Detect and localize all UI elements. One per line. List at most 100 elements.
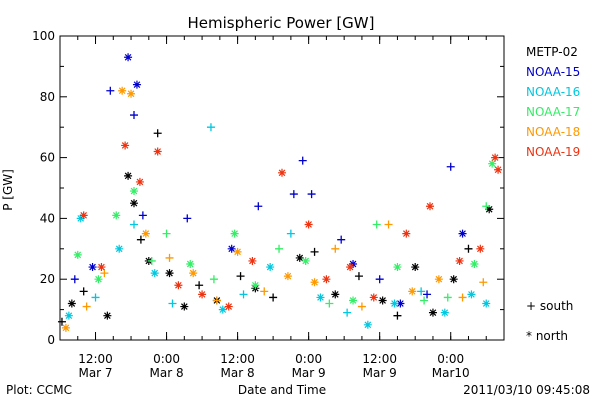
north-marker — [97, 263, 106, 272]
south-marker — [82, 302, 91, 311]
plot-frame — [59, 35, 505, 341]
symbol-legend: + south * north — [526, 299, 573, 343]
chart-title: Hemispheric Power [GW] — [188, 14, 375, 32]
north-marker — [283, 272, 292, 281]
north-marker — [153, 147, 162, 156]
y-tick-label: 20 — [40, 272, 55, 286]
north-marker — [455, 256, 464, 265]
south-marker — [464, 244, 473, 253]
south-marker — [443, 293, 452, 302]
north-marker — [135, 177, 144, 186]
north-marker — [449, 275, 458, 284]
south-marker — [384, 220, 393, 229]
south-marker — [423, 290, 432, 299]
x-tick-label: 0:00 — [437, 352, 464, 366]
south-marker — [269, 293, 278, 302]
north-marker — [408, 287, 417, 296]
north-marker — [103, 311, 112, 320]
north-marker — [121, 141, 130, 150]
south-marker — [91, 293, 100, 302]
north-marker — [127, 89, 136, 98]
north-marker — [470, 260, 479, 268]
south-marker — [343, 308, 352, 317]
south-marker — [168, 299, 177, 308]
south-marker — [420, 296, 429, 305]
north-marker — [316, 293, 325, 302]
x-tick-date-label: Mar 9 — [363, 366, 397, 380]
south-marker — [57, 317, 66, 326]
north-marker — [485, 205, 494, 214]
north-marker — [363, 320, 372, 329]
north-marker — [390, 299, 399, 308]
legend-entry: METP-02 — [526, 45, 578, 59]
north-marker — [130, 199, 138, 208]
south-marker — [106, 86, 115, 95]
south-marker — [212, 296, 221, 305]
north-marker — [440, 308, 449, 317]
north-marker — [174, 281, 183, 290]
plot-timestamp: 2011/03/10 09:45:08 — [463, 383, 590, 397]
north-marker — [393, 263, 402, 272]
north-marker — [346, 263, 355, 272]
south-marker — [331, 244, 340, 253]
north-marker — [491, 153, 500, 162]
north-marker — [396, 299, 405, 308]
south-marker — [393, 311, 402, 320]
south-marker — [165, 253, 174, 262]
symbol-legend-entry: + south — [526, 299, 573, 313]
legend-entry: NOAA-15 — [526, 65, 580, 79]
south-marker — [147, 256, 156, 265]
north-marker — [198, 290, 207, 299]
north-marker — [150, 269, 159, 278]
north-marker — [411, 263, 420, 272]
south-marker — [239, 290, 248, 299]
series-legend: METP-02 NOAA-15 NOAA-16 NOAA-17 NOAA-18 NOAA-… — [526, 45, 580, 159]
y-axis: 0 20 40 60 80 100 — [32, 29, 504, 347]
y-tick-label: 100 — [32, 29, 55, 43]
plot-credit: Plot: CCMC — [6, 383, 72, 397]
legend-entry: NOAA-16 — [526, 85, 580, 99]
symbol-legend-entry: * north — [526, 329, 568, 343]
south-marker — [254, 202, 263, 211]
south-marker — [307, 190, 316, 199]
north-marker — [369, 293, 378, 302]
north-marker — [304, 220, 313, 229]
north-marker — [227, 244, 236, 253]
north-marker — [79, 211, 88, 220]
x-tick-date-label: Mar 8 — [221, 366, 255, 380]
legend-entry: NOAA-19 — [526, 145, 580, 159]
south-marker — [209, 275, 218, 284]
north-marker — [73, 250, 82, 259]
south-marker — [79, 287, 88, 296]
north-marker — [482, 299, 491, 308]
north-marker — [331, 290, 340, 299]
south-marker — [70, 275, 79, 284]
north-marker — [426, 202, 434, 211]
south-marker — [482, 202, 491, 211]
south-marker — [446, 162, 455, 171]
north-marker — [218, 305, 227, 314]
south-marker — [289, 190, 298, 199]
south-marker — [138, 211, 147, 220]
north-marker — [310, 278, 319, 287]
north-marker — [64, 311, 73, 320]
north-marker — [189, 269, 198, 278]
north-marker — [132, 80, 141, 89]
north-marker — [458, 229, 467, 238]
north-marker — [118, 86, 127, 95]
south-marker — [286, 229, 295, 238]
south-marker — [183, 214, 192, 223]
x-tick-label: 0:00 — [295, 352, 322, 366]
y-axis-label: P [GW] — [1, 169, 15, 211]
north-marker — [476, 244, 485, 253]
north-marker — [278, 168, 286, 177]
south-marker — [310, 247, 319, 256]
south-marker — [260, 287, 269, 296]
south-marker — [162, 229, 171, 238]
south-marker — [153, 129, 162, 138]
x-tick-label: 12:00 — [220, 352, 255, 366]
x-tick-date-label: Mar10 — [432, 366, 470, 380]
south-marker — [337, 235, 346, 244]
